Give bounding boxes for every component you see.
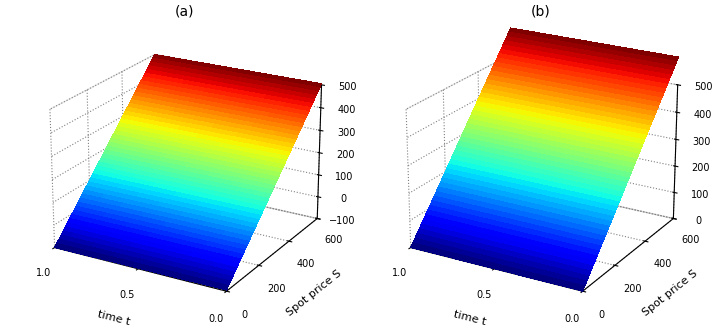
Y-axis label: Spot price S: Spot price S	[284, 269, 343, 319]
Y-axis label: Spot price S: Spot price S	[641, 269, 699, 319]
X-axis label: time t: time t	[96, 309, 131, 326]
Title: (a): (a)	[175, 4, 194, 18]
Title: (b): (b)	[531, 4, 550, 18]
X-axis label: time t: time t	[453, 309, 487, 326]
